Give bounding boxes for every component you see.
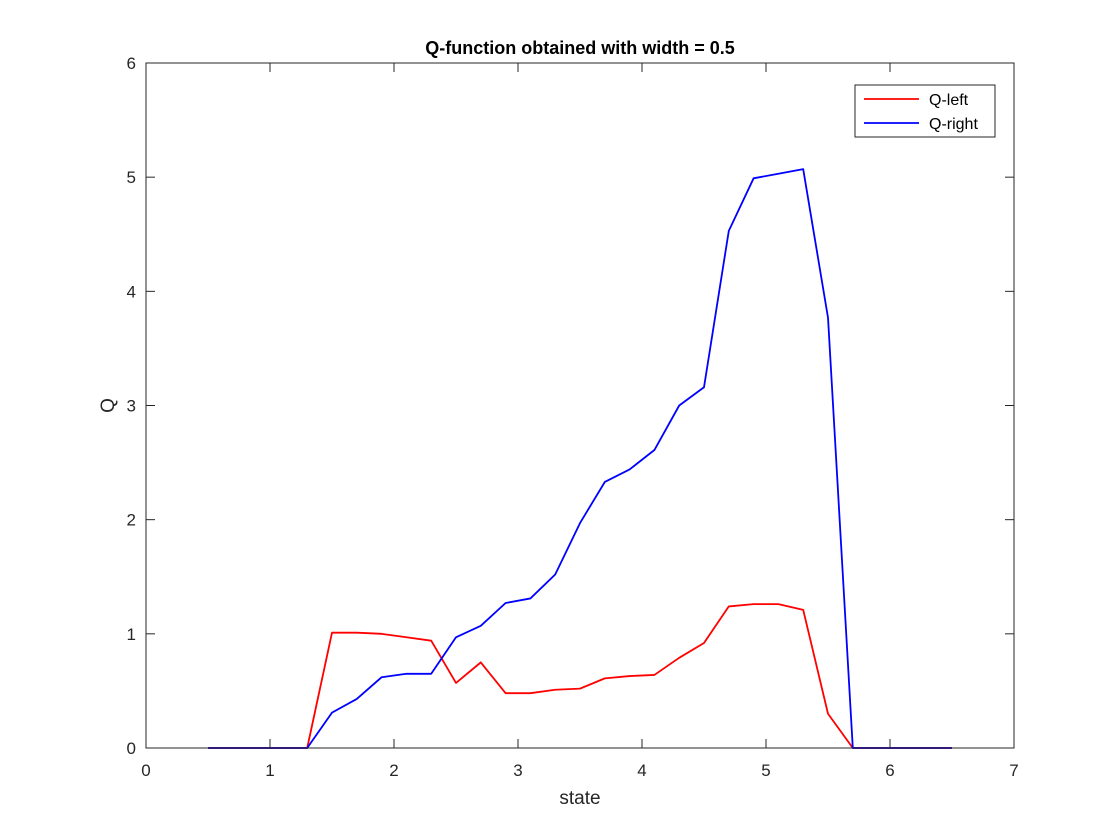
x-tick-label: 4: [637, 761, 646, 780]
x-axis-label: state: [559, 788, 600, 809]
series-line-q-right: [208, 168, 952, 749]
x-tick-label: 0: [141, 761, 150, 780]
legend-label: Q-right: [929, 116, 978, 133]
y-tick-label: 0: [127, 739, 136, 758]
y-tick-label: 5: [127, 168, 136, 187]
x-tick-label: 1: [265, 761, 274, 780]
x-tick-label: 7: [1009, 761, 1018, 780]
plot-area: [146, 63, 1014, 748]
y-tick-label: 1: [127, 625, 136, 644]
series-layer: [208, 168, 952, 749]
legend-label: Q-left: [929, 92, 969, 109]
x-tick-label: 5: [761, 761, 770, 780]
x-tick-label: 6: [885, 761, 894, 780]
y-tick-label: 4: [127, 282, 136, 301]
legend: Q-left Q-right: [854, 84, 996, 138]
legend-box: [854, 84, 996, 138]
y-axis-label: Q: [98, 398, 119, 413]
y-tick-label: 2: [127, 511, 136, 530]
y-tick-label: 3: [127, 397, 136, 416]
y-tick-label: 6: [127, 54, 136, 73]
x-tick-label: 2: [389, 761, 398, 780]
ticks-layer: 0 1 2 3 4 5 6 7 0 1 2 3 4 5 6: [127, 54, 1019, 780]
series-line-q-left: [208, 603, 952, 749]
chart-title: Q-function obtained with width = 0.5: [425, 38, 735, 58]
x-tick-label: 3: [513, 761, 522, 780]
